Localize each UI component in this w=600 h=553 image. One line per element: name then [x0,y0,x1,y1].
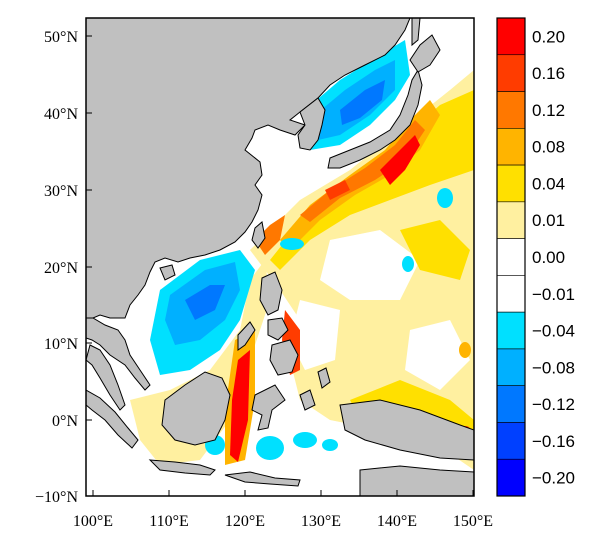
lon-tick-marks [92,490,474,496]
moderate-positive-east [400,220,470,280]
northern-australia [359,465,474,496]
japan-islands [327,68,423,169]
taiwan-island [251,221,266,249]
lon-label-120: 120°E [225,513,265,530]
malay-peninsula [86,344,126,411]
lat-tick-marks [86,35,92,497]
halmahera [317,367,331,389]
asian-mainland [86,18,411,319]
colorbar-frame [496,17,526,497]
lat-label-40: 40°N [44,106,78,123]
lon-label-140: 140°E [377,513,417,530]
colorbar-label-11: −0.16 [532,432,575,451]
land [86,18,474,496]
lesser-sunda [224,471,301,487]
lon-label-150: 150°E [453,513,493,530]
positive-blob-east [459,342,471,358]
lat-label-10: 10°N [44,336,78,353]
colorbar: 0.20 0.16 0.12 0.08 0.04 0.01 0.00 −0.01 −0.04 −0… [496,17,575,497]
colorbar-label-3: 0.08 [532,138,565,157]
colorbar-label-12: −0.20 [532,469,575,488]
colorbar-swatch-4 [496,164,526,203]
hokkaido [409,34,441,73]
kuroshio-max-core-2 [325,180,350,200]
moluccas [299,389,316,411]
colorbar-swatch-0 [496,17,526,56]
colorbar-label-2: 0.12 [532,101,565,120]
south-china-sea-negative-core [185,285,225,320]
lon-tick-labels: 100°E 110°E 120°E 130°E 140°E 150°E [73,513,493,530]
lon-label-130: 130°E [301,513,341,530]
lat-label-30: 30°N [44,183,78,200]
korean-peninsula [297,97,326,151]
borneo [161,371,231,446]
colorbar-swatch-6 [496,238,526,276]
map-panel [85,17,475,497]
negative-blob-3 [402,256,414,272]
colorbar-label-0: 0.20 [532,27,565,46]
taiwan-strait-positive [255,215,285,255]
colorbar-swatch-12 [496,458,526,497]
lon-label-110: 110°E [149,513,189,530]
negative-blob-1 [437,188,453,208]
colorbar-label-1: 0.16 [532,64,565,83]
sumatra [86,389,139,449]
colorbar-label-9: −0.08 [532,358,575,377]
colorbar-swatch-9 [496,348,526,386]
makassar-max-streak [230,350,250,462]
hainan-island [159,264,176,281]
kuroshio-max-core [380,135,420,185]
lat-label-m10: −10°N [35,489,78,506]
mindanao [269,339,299,376]
colorbar-label-8: −0.04 [532,322,575,341]
lat-tick-labels: 50°N 40°N 30°N 20°N 10°N 0°N −10°N [35,29,78,506]
colorbar-swatch-8 [496,311,526,350]
colorbar-label-7: −0.01 [532,285,575,304]
palawan [237,321,256,351]
lat-label-0: 0°N [52,413,78,430]
lon-label-100: 100°E [73,513,113,530]
visayas [267,317,289,341]
indochina [86,317,151,391]
sulawesi [251,384,286,431]
sea-of-japan-negative-core [340,80,385,125]
neutral-patch-2 [290,300,340,370]
colorbar-swatch-11 [496,422,526,460]
lat-label-20: 20°N [44,260,78,277]
lat-label-50: 50°N [44,29,78,46]
negative-blob-6 [322,439,338,451]
colorbar-label-6: 0.00 [532,248,565,267]
colorbar-label-10: −0.12 [532,395,575,414]
luzon [259,271,283,316]
sakhalin [411,18,421,47]
colorbar-label-4: 0.04 [532,174,565,193]
colorbar-swatch-5 [496,201,526,239]
negative-blob-4 [256,436,284,460]
map-frame [85,17,475,497]
colorbar-swatch-2 [496,91,526,129]
colorbar-swatch-10 [496,385,526,423]
colorbar-swatch-1 [496,54,526,92]
colorbar-swatch-7 [496,275,526,313]
new-guinea [339,399,474,461]
java [148,459,216,476]
neutral-patch-3 [405,320,470,390]
colorbar-label-5: 0.01 [532,211,565,230]
negative-blob-2 [280,238,304,250]
colorbar-swatch-3 [496,128,526,166]
negative-blob-5 [293,432,317,448]
neutral-patch-1 [320,230,420,300]
